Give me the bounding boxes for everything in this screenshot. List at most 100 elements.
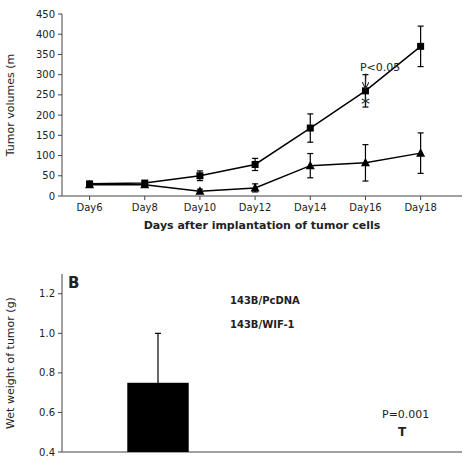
x-tick (89, 196, 90, 200)
series-line (90, 46, 421, 184)
y-tick (58, 293, 62, 294)
x-tick (310, 196, 311, 200)
annotation-arrow (365, 74, 366, 88)
error-cap (252, 158, 258, 159)
error-bar (418, 26, 424, 66)
error-cap (197, 170, 203, 171)
y-tick-label: 200 (36, 110, 55, 121)
y-tick-label: 250 (36, 89, 55, 100)
y-axis: 0.4 0.6 0.8 1.0 1.2 Wet weight of tumor (g) (4, 274, 62, 458)
point (86, 180, 93, 187)
y-tick-label: 0.4 (39, 447, 55, 458)
error-cap (418, 173, 424, 174)
point (417, 43, 424, 50)
annotation: P=0.001 (382, 408, 429, 421)
y-tick (58, 74, 62, 75)
x-tick (420, 196, 421, 200)
error-stem (157, 333, 158, 432)
y-tick-label: 0.8 (39, 367, 55, 378)
x-axis-label: Days after implantation of tumor cells (144, 219, 381, 232)
annotation: T (398, 425, 407, 439)
x-tick-label: Day14 (294, 202, 326, 213)
error-bar (197, 171, 203, 181)
annotation: 143B/WIF-1 (230, 319, 295, 330)
error-cap (307, 113, 313, 114)
series-line (90, 153, 421, 191)
x-axis-line (62, 452, 462, 453)
point (251, 183, 260, 192)
y-tick (58, 333, 62, 334)
y-tick (58, 135, 62, 136)
y-tick-label: 350 (36, 49, 55, 60)
y-tick (58, 94, 62, 95)
y-tick (58, 452, 62, 453)
y-tick-label: 50 (42, 170, 55, 181)
x-tick (255, 196, 256, 200)
error-cap (362, 144, 368, 145)
y-tick (58, 155, 62, 156)
x-axis: Day6 Day8 Day10 Day12 Day14 Day16 Day18 Days af… (62, 196, 462, 232)
x-tick-label: Day8 (132, 202, 158, 213)
error-cap (418, 66, 424, 67)
y-axis: 0 50 100 150 200 250 300 350 400 450 Tumor volumes… (4, 9, 62, 202)
point (306, 161, 315, 170)
y-axis-label: Tumor volumes (m (4, 54, 17, 157)
y-tick-label: 0 (49, 191, 55, 202)
y-tick (58, 34, 62, 35)
y-axis-line (62, 274, 63, 452)
y-tick (58, 54, 62, 55)
y-tick (58, 14, 62, 15)
y-tick-label: 300 (36, 69, 55, 80)
y-tick-label: 450 (36, 9, 55, 20)
x-tick-label: Day12 (239, 202, 271, 213)
error-cap (307, 177, 313, 178)
x-axis-line (62, 196, 462, 197)
point (416, 148, 425, 157)
y-tick-label: 150 (36, 130, 55, 141)
y-tick (58, 175, 62, 176)
point (361, 158, 370, 167)
point (85, 180, 94, 189)
y-tick (58, 372, 62, 373)
error-bar (307, 114, 313, 142)
error-cap (307, 153, 313, 154)
error-cap (418, 132, 424, 133)
x-tick-label: Day10 (184, 202, 216, 213)
error-cap (252, 170, 258, 171)
error-cap (197, 180, 203, 181)
x-tick-label: Day18 (404, 202, 436, 213)
error-cap (252, 191, 258, 192)
panel-label: B (68, 274, 79, 292)
error-cap (155, 432, 161, 433)
error-cap (307, 142, 313, 143)
error-cap (155, 333, 161, 334)
point (252, 161, 259, 168)
annotations: P=0.001T143B/PcDNA143B/WIF-1 (230, 295, 429, 439)
x-tick-label: Day6 (77, 202, 103, 213)
y-tick-label: 400 (36, 29, 55, 40)
point (307, 125, 314, 132)
x-tick (199, 196, 200, 200)
y-tick-label: 1.2 (39, 288, 55, 299)
y-tick (58, 196, 62, 197)
y-axis-line (62, 14, 63, 196)
y-axis-label: Wet weight of tumor (g) (4, 297, 17, 429)
error-cap (362, 180, 368, 181)
point (195, 186, 204, 195)
x-tick (365, 196, 366, 200)
y-tick-label: 100 (36, 150, 55, 161)
y-tick-label: 0.6 (39, 407, 55, 418)
error-bar (155, 333, 161, 432)
annotations: P<0.05 * (360, 61, 400, 114)
annotation: * (361, 93, 370, 114)
x-tick (144, 196, 145, 200)
x-tick-label: Day16 (349, 202, 381, 213)
error-bar (252, 158, 258, 170)
annotation: P<0.05 (360, 61, 400, 74)
error-cap (418, 26, 424, 27)
point (140, 180, 149, 189)
y-tick (58, 412, 62, 413)
y-tick-label: 1.0 (39, 328, 55, 339)
plot-marks (85, 26, 425, 195)
point (196, 172, 203, 179)
